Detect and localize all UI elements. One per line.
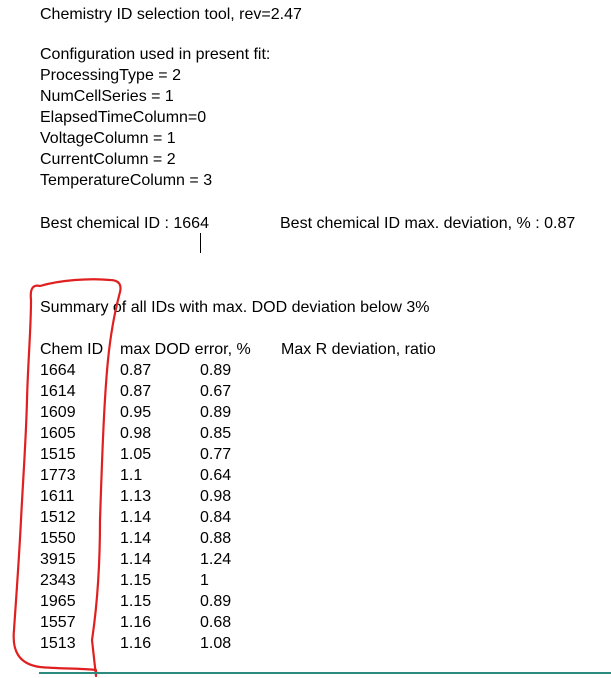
cell-r-deviation: 1.08 — [200, 635, 232, 652]
cell-r-deviation: 1 — [200, 572, 209, 589]
cell-dod-error: 1.16 — [120, 614, 152, 631]
cell-chem-id: 1664 — [40, 362, 76, 379]
cell-r-deviation: 0.67 — [200, 383, 232, 400]
column-header-chem-id: Chem ID — [40, 341, 104, 358]
cell-dod-error: 0.87 — [120, 362, 152, 379]
cell-chem-id: 1512 — [40, 509, 76, 526]
config-current-column: CurrentColumn = 2 — [40, 151, 176, 168]
cell-dod-error: 1.1 — [120, 467, 143, 484]
cell-chem-id: 1513 — [40, 635, 76, 652]
column-header-max-r-deviation: Max R deviation, ratio — [281, 341, 436, 358]
cell-dod-error: 1.15 — [120, 593, 152, 610]
cell-chem-id: 1614 — [40, 383, 76, 400]
summary-heading: Summary of all IDs with max. DOD deviati… — [40, 299, 430, 316]
cell-chem-id: 1550 — [40, 530, 76, 547]
cell-r-deviation: 0.88 — [200, 530, 232, 547]
cell-r-deviation: 0.89 — [200, 593, 232, 610]
cell-chem-id: 1965 — [40, 593, 76, 610]
cell-r-deviation: 0.68 — [200, 614, 232, 631]
cell-dod-error: 1.14 — [120, 509, 152, 526]
cell-r-deviation: 0.77 — [200, 446, 232, 463]
cell-chem-id: 3915 — [40, 551, 76, 568]
cell-dod-error: 0.95 — [120, 404, 152, 421]
cell-dod-error: 1.14 — [120, 551, 152, 568]
cell-chem-id: 1773 — [40, 467, 76, 484]
config-elapsed-time-column: ElapsedTimeColumn=0 — [40, 109, 207, 126]
cell-chem-id: 1515 — [40, 446, 76, 463]
best-chemical-id-deviation: Best chemical ID max. deviation, % : 0.8… — [280, 215, 576, 232]
config-num-cell-series: NumCellSeries = 1 — [40, 88, 174, 105]
cell-chem-id: 2343 — [40, 572, 76, 589]
cell-chem-id: 1605 — [40, 425, 76, 442]
cell-dod-error: 1.13 — [120, 488, 152, 505]
text-cursor — [200, 233, 201, 253]
bottom-divider — [39, 672, 611, 674]
best-chemical-id: Best chemical ID : 1664 — [40, 215, 209, 232]
cell-dod-error: 1.16 — [120, 635, 152, 652]
config-temperature-column: TemperatureColumn = 3 — [40, 172, 213, 189]
cell-dod-error: 1.05 — [120, 446, 152, 463]
cell-chem-id: 1611 — [40, 488, 75, 505]
cell-dod-error: 1.15 — [120, 572, 152, 589]
tool-title: Chemistry ID selection tool, rev=2.47 — [40, 6, 302, 23]
config-processing-type: ProcessingType = 2 — [40, 67, 181, 84]
config-voltage-column: VoltageColumn = 1 — [40, 130, 176, 147]
cell-chem-id: 1557 — [40, 614, 76, 631]
cell-chem-id: 1609 — [40, 404, 76, 421]
column-header-max-dod-error: max DOD error, % — [120, 341, 251, 358]
config-heading: Configuration used in present fit: — [40, 46, 271, 63]
cell-r-deviation: 0.98 — [200, 488, 232, 505]
cell-r-deviation: 0.89 — [200, 362, 232, 379]
cell-dod-error: 0.98 — [120, 425, 152, 442]
cell-r-deviation: 0.85 — [200, 425, 232, 442]
cell-r-deviation: 0.64 — [200, 467, 232, 484]
cell-r-deviation: 1.24 — [200, 551, 232, 568]
cell-dod-error: 0.87 — [120, 383, 152, 400]
cell-r-deviation: 0.89 — [200, 404, 232, 421]
cell-dod-error: 1.14 — [120, 530, 152, 547]
cell-r-deviation: 0.84 — [200, 509, 232, 526]
